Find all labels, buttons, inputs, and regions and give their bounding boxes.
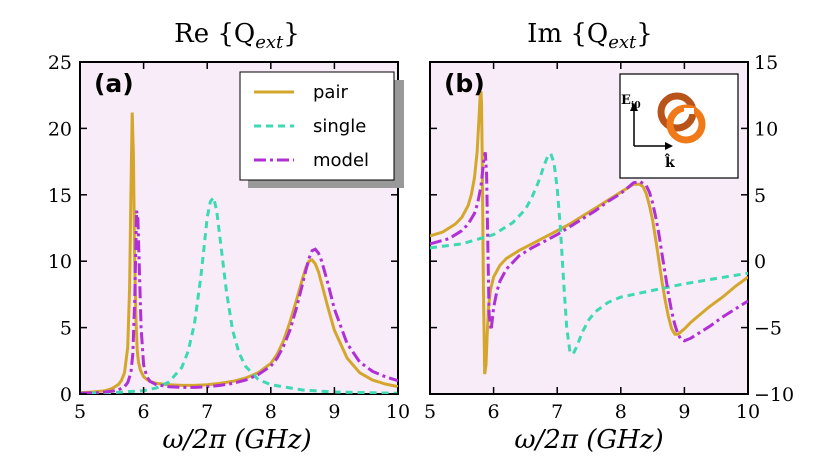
panel-b-x-tick-label: 9 <box>678 401 690 423</box>
panel-a-x-axis-title: ω/2π (GHz) <box>162 425 311 455</box>
panel-b-y-tick-label: 10 <box>754 118 778 140</box>
panel-a-y-tick-label: 10 <box>48 251 72 273</box>
panel-b-y-tick-label: 0 <box>754 251 766 273</box>
panel-a-y-tick-label: 25 <box>48 52 72 74</box>
panel-a-title: Re {Qext} <box>174 19 300 53</box>
panel-b-line-model <box>430 151 748 343</box>
panel-a-label: (a) <box>94 69 134 98</box>
legend-label-single: single <box>313 116 366 137</box>
panel-a-x-tick-label: 8 <box>265 401 277 423</box>
inset-k-label: k̂ <box>664 152 675 171</box>
panel-a-line-single <box>80 194 398 394</box>
panel-b-x-axis-title: ω/2π (GHz) <box>514 425 663 455</box>
panel-a-x-tick-label: 7 <box>201 401 213 423</box>
panel-a-y-tick-label: 5 <box>60 318 72 340</box>
panel-b-line-pair <box>430 90 748 375</box>
panel-b-x-tick-label: 5 <box>424 401 436 423</box>
panel-b-y-tick-label: −5 <box>754 318 782 340</box>
panel-a-x-tick-label: 9 <box>328 401 340 423</box>
ring-gap-icon <box>684 108 694 114</box>
legend-box <box>239 71 395 181</box>
panel-b-curves <box>430 90 748 375</box>
panel-b-x-tick-label: 8 <box>615 401 627 423</box>
k-arrowhead-icon <box>665 142 673 150</box>
panel-a-line-model <box>80 210 398 394</box>
legend-label-model: model <box>313 150 369 171</box>
inset-diagram: Ei0 k̂ <box>619 73 739 179</box>
panel-a-line-pair <box>80 112 398 394</box>
panel-a-y-tick-label: 15 <box>48 185 72 207</box>
panel-a-x-tick-label: 5 <box>74 401 86 423</box>
panel-a-x-tick-label: 10 <box>386 401 410 423</box>
inset-field-label: Ei0 <box>621 93 641 111</box>
panel-b-x-tick-label: 6 <box>488 401 500 423</box>
panel-b-y-tick-label: 15 <box>754 52 778 74</box>
panel-b-x-tick-label: 7 <box>551 401 563 423</box>
panel-a-x-tick-label: 6 <box>138 401 150 423</box>
panel-b-label: (b) <box>444 69 485 98</box>
legend-label-pair: pair <box>313 82 348 103</box>
field-arrowhead-icon <box>630 103 638 111</box>
legend: pair single model <box>239 71 404 188</box>
panel-b-line-single <box>430 151 748 357</box>
panel-a-y-tick-label: 20 <box>48 118 72 140</box>
panel-b-title: Im {Qext} <box>527 19 653 53</box>
panel-b-y-tick-label: −10 <box>754 384 794 406</box>
panel-a-curves <box>80 112 398 394</box>
panel-b-x-tick-label: 10 <box>736 401 760 423</box>
panel-b-y-tick-label: 5 <box>754 185 766 207</box>
panel-a-y-tick-label: 0 <box>60 384 72 406</box>
